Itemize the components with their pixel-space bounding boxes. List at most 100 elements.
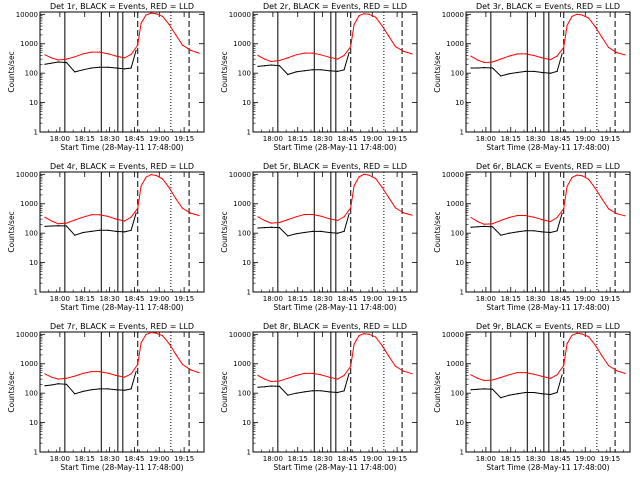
data-point <box>162 335 164 337</box>
x-tick-label: 19:15 <box>600 295 620 303</box>
data-point <box>525 230 527 232</box>
plot-frame <box>252 171 418 293</box>
data-point <box>556 70 558 72</box>
x-tick-label: 18:45 <box>550 135 570 143</box>
x-tick-label: 19:00 <box>362 295 382 303</box>
data-point <box>381 186 383 188</box>
data-point <box>343 230 345 232</box>
data-point <box>140 22 142 24</box>
data-point <box>137 44 139 46</box>
y-tick-label: 10000 <box>16 331 38 339</box>
data-point <box>115 55 117 57</box>
x-tick-label: 18:45 <box>124 295 144 303</box>
y-axis-label: Counts/sec <box>7 371 16 412</box>
y-tick-label: 10000 <box>442 11 464 19</box>
series-lld-line <box>470 332 626 382</box>
data-point <box>51 57 53 59</box>
data-point <box>516 372 519 374</box>
x-tick-label: 18:15 <box>501 455 521 463</box>
series-lld-line <box>257 333 413 383</box>
data-point <box>541 57 543 59</box>
data-point <box>137 363 139 365</box>
data-point <box>581 175 583 177</box>
data-point <box>278 221 281 224</box>
x-tick-label: 18:00 <box>476 135 496 143</box>
data-point <box>581 14 583 16</box>
y-tick-label: 100 <box>451 230 464 238</box>
data-point <box>477 67 479 69</box>
data-point <box>533 391 535 394</box>
data-point <box>500 376 502 379</box>
x-tick-label: 18:15 <box>288 295 308 303</box>
plot-frame <box>39 11 205 133</box>
data-point <box>175 353 177 355</box>
data-point <box>556 374 558 376</box>
data-point <box>181 207 184 209</box>
data-point <box>375 336 377 338</box>
data-point <box>358 176 360 178</box>
x-tick-label: 19:15 <box>600 455 620 463</box>
data-point <box>82 216 84 218</box>
y-tick-label: 1 <box>247 449 251 457</box>
data-point <box>278 227 281 229</box>
data-point <box>533 230 535 232</box>
y-tick-label: 1000 <box>20 360 38 368</box>
data-point <box>130 373 132 375</box>
data-point <box>403 50 405 53</box>
y-tick-label: 1000 <box>446 360 464 368</box>
data-point <box>328 231 330 234</box>
data-point <box>295 392 297 394</box>
data-point <box>90 371 92 373</box>
data-point <box>556 391 558 394</box>
data-point <box>107 66 109 68</box>
data-point <box>411 53 413 55</box>
y-tick-label: 100 <box>451 390 464 398</box>
x-tick-label: 19:00 <box>362 135 382 143</box>
data-point <box>162 178 164 180</box>
data-point <box>576 13 578 15</box>
y-tick-label: 10000 <box>229 171 251 179</box>
data-point <box>470 55 472 57</box>
data-point <box>336 391 339 394</box>
data-point <box>508 394 510 396</box>
data-point <box>99 51 101 53</box>
x-tick-label: 18:00 <box>50 455 70 463</box>
panel-det-3: Det 3r, BLACK = Events, RED = LLD 1 10 100 1… <box>433 2 631 152</box>
data-point <box>303 70 305 72</box>
x-tick-label: 19:00 <box>149 135 169 143</box>
y-axis-label: Counts/sec <box>220 211 229 252</box>
panel-title: Det 9r, BLACK = Events, RED = LLD <box>476 322 620 331</box>
data-point <box>549 393 552 396</box>
y-tick-label: 1000 <box>233 360 251 368</box>
panel-det-9: Det 9r, BLACK = Events, RED = LLD 1 10 100 1… <box>433 322 631 472</box>
data-point <box>571 176 573 179</box>
data-point <box>115 67 117 69</box>
data-point <box>350 46 352 48</box>
data-point <box>508 73 510 75</box>
data-point <box>99 388 101 390</box>
data-point <box>556 55 558 57</box>
x-tick-label: 19:00 <box>362 455 382 463</box>
data-point <box>57 378 59 380</box>
data-point <box>44 216 46 218</box>
data-point <box>270 60 272 63</box>
data-point <box>74 219 76 221</box>
data-point <box>343 374 345 377</box>
panel-det-4: Det 4r, BLACK = Events, RED = LLD 1 10 100 1… <box>7 162 205 312</box>
data-point <box>388 355 390 357</box>
y-tick-label: 1 <box>34 449 38 457</box>
data-point <box>566 24 568 26</box>
data-point <box>549 231 552 234</box>
data-point <box>616 52 618 54</box>
data-point <box>168 343 170 345</box>
data-point <box>516 71 519 74</box>
panel-title: Det 7r, BLACK = Events, RED = LLD <box>50 322 194 331</box>
x-tick-label: 18:00 <box>50 135 70 143</box>
data-point <box>65 58 68 60</box>
data-point <box>90 51 92 53</box>
y-tick-label: 1000 <box>446 200 464 208</box>
data-point <box>368 13 370 15</box>
y-tick-label: 100 <box>25 230 38 238</box>
data-point <box>303 213 305 216</box>
